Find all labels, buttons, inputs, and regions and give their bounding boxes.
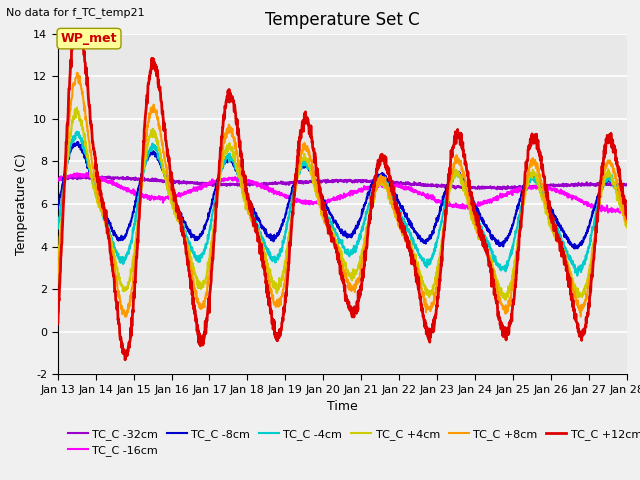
Legend: TC_C -32cm, TC_C -16cm, TC_C -8cm, TC_C -4cm, TC_C +4cm, TC_C +8cm, TC_C +12cm: TC_C -32cm, TC_C -16cm, TC_C -8cm, TC_C … (63, 424, 640, 460)
Y-axis label: Temperature (C): Temperature (C) (15, 153, 28, 255)
Text: WP_met: WP_met (61, 32, 117, 45)
Text: No data for f_TC_temp21: No data for f_TC_temp21 (6, 7, 145, 18)
X-axis label: Time: Time (327, 400, 358, 413)
Title: Temperature Set C: Temperature Set C (265, 11, 420, 29)
